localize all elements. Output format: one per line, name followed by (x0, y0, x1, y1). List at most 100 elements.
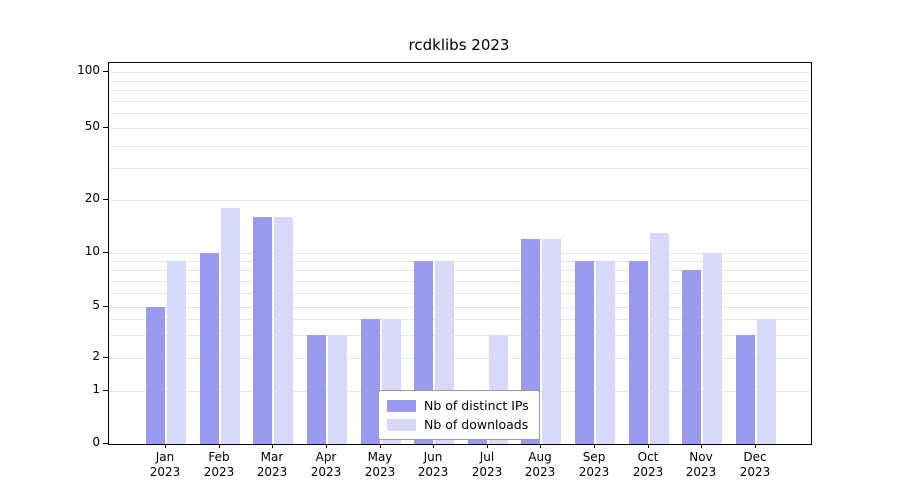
bar-nb-of-downloads-feb (221, 208, 240, 444)
x-tick-label: Jul 2023 (455, 450, 519, 480)
x-tick-label: Dec 2023 (723, 450, 787, 480)
bar-nb-of-downloads-mar (274, 217, 293, 444)
y-tick-label: 2 (92, 349, 100, 363)
x-tick-month: Jan (155, 450, 175, 464)
bar-nb-of-downloads-nov (703, 253, 722, 444)
bar-nb-of-downloads-aug (542, 239, 561, 444)
gridline (109, 307, 811, 308)
y-tick-mark (103, 357, 108, 358)
x-tick-mark (648, 444, 649, 448)
y-tick-mark (103, 306, 108, 307)
bar-nb-of-downloads-dec (757, 319, 776, 444)
x-tick-mark (380, 444, 381, 448)
x-tick-month: Mar (260, 450, 284, 464)
y-tick-mark (103, 71, 108, 72)
y-tick-label: 1 (92, 382, 100, 396)
x-tick-mark (594, 444, 595, 448)
x-tick-month: Dec (743, 450, 767, 464)
gridline (109, 281, 811, 282)
gridline (109, 261, 811, 262)
bar-nb-of-downloads-jan (167, 261, 186, 444)
x-tick-month: Jun (423, 450, 443, 464)
gridline (109, 101, 811, 102)
bar-nb-of-distinct-ips-feb (200, 253, 219, 444)
y-tick-mark (103, 127, 108, 128)
chart-title: rcdklibs 2023 (408, 36, 510, 54)
x-tick-label: Nov 2023 (669, 450, 733, 480)
x-tick-label: Sep 2023 (562, 450, 626, 480)
bar-nb-of-downloads-oct (650, 233, 669, 444)
x-tick-year: 2023 (310, 465, 342, 479)
gridline (109, 270, 811, 271)
x-tick-month: Apr (315, 450, 337, 464)
legend-swatch-nb-of-distinct-ips (387, 399, 416, 412)
gridline (109, 168, 811, 169)
bar-nb-of-distinct-ips-dec (736, 335, 755, 444)
gridline (109, 72, 811, 73)
x-tick-mark (272, 444, 273, 448)
x-tick-year: 2023 (685, 465, 717, 479)
x-tick-month: Jul (479, 450, 495, 464)
x-tick-mark (326, 444, 327, 448)
x-tick-year: 2023 (364, 465, 396, 479)
x-tick-label: Aug 2023 (508, 450, 572, 480)
y-tick-label: 50 (84, 119, 100, 133)
legend: Nb of distinct IPs Nb of downloads (378, 390, 540, 440)
x-tick-year: 2023 (739, 465, 771, 479)
gridline (109, 200, 811, 201)
gridline (109, 128, 811, 129)
x-tick-year: 2023 (417, 465, 449, 479)
y-tick-mark (103, 390, 108, 391)
x-tick-label: Oct 2023 (616, 450, 680, 480)
bar-nb-of-distinct-ips-jan (146, 307, 165, 444)
x-tick-label: Mar 2023 (240, 450, 304, 480)
x-tick-year: 2023 (256, 465, 288, 479)
x-tick-mark (540, 444, 541, 448)
y-tick-label: 10 (84, 244, 100, 258)
x-tick-mark (219, 444, 220, 448)
x-tick-mark (165, 444, 166, 448)
gridline (109, 293, 811, 294)
legend-swatch-nb-of-downloads (387, 418, 416, 431)
plot-area (108, 62, 812, 445)
bar-nb-of-distinct-ips-nov (682, 270, 701, 444)
gridline (109, 90, 811, 91)
x-tick-label: Feb 2023 (187, 450, 251, 480)
gridline (109, 319, 811, 320)
x-tick-label: May 2023 (348, 450, 412, 480)
bar-nb-of-distinct-ips-may (361, 319, 380, 444)
x-tick-month: Aug (528, 450, 552, 464)
gridline (109, 146, 811, 147)
bar-nb-of-downloads-sep (596, 261, 615, 444)
y-tick-label: 0 (92, 435, 100, 449)
x-tick-year: 2023 (578, 465, 610, 479)
y-tick-mark (103, 252, 108, 253)
bar-nb-of-distinct-ips-oct (629, 261, 648, 444)
x-tick-mark (433, 444, 434, 448)
bar-nb-of-distinct-ips-apr (307, 335, 326, 444)
x-tick-year: 2023 (149, 465, 181, 479)
x-tick-year: 2023 (524, 465, 556, 479)
x-tick-year: 2023 (632, 465, 664, 479)
gridline (109, 358, 811, 359)
y-tick-mark (103, 443, 108, 444)
legend-row: Nb of downloads (387, 415, 529, 434)
x-tick-label: Jan 2023 (133, 450, 197, 480)
legend-row: Nb of distinct IPs (387, 396, 529, 415)
x-tick-month: Feb (208, 450, 230, 464)
x-tick-label: Apr 2023 (294, 450, 358, 480)
y-tick-label: 20 (84, 191, 100, 205)
x-tick-month: Oct (637, 450, 659, 464)
x-tick-month: May (367, 450, 393, 464)
bar-nb-of-distinct-ips-mar (253, 217, 272, 444)
y-tick-label: 100 (77, 63, 100, 77)
y-tick-mark (103, 199, 108, 200)
gridline (109, 81, 811, 82)
x-tick-mark (755, 444, 756, 448)
gridline (109, 253, 811, 254)
legend-label: Nb of distinct IPs (424, 398, 529, 413)
y-tick-label: 5 (92, 298, 100, 312)
gridline (109, 113, 811, 114)
bar-nb-of-downloads-apr (328, 335, 347, 444)
